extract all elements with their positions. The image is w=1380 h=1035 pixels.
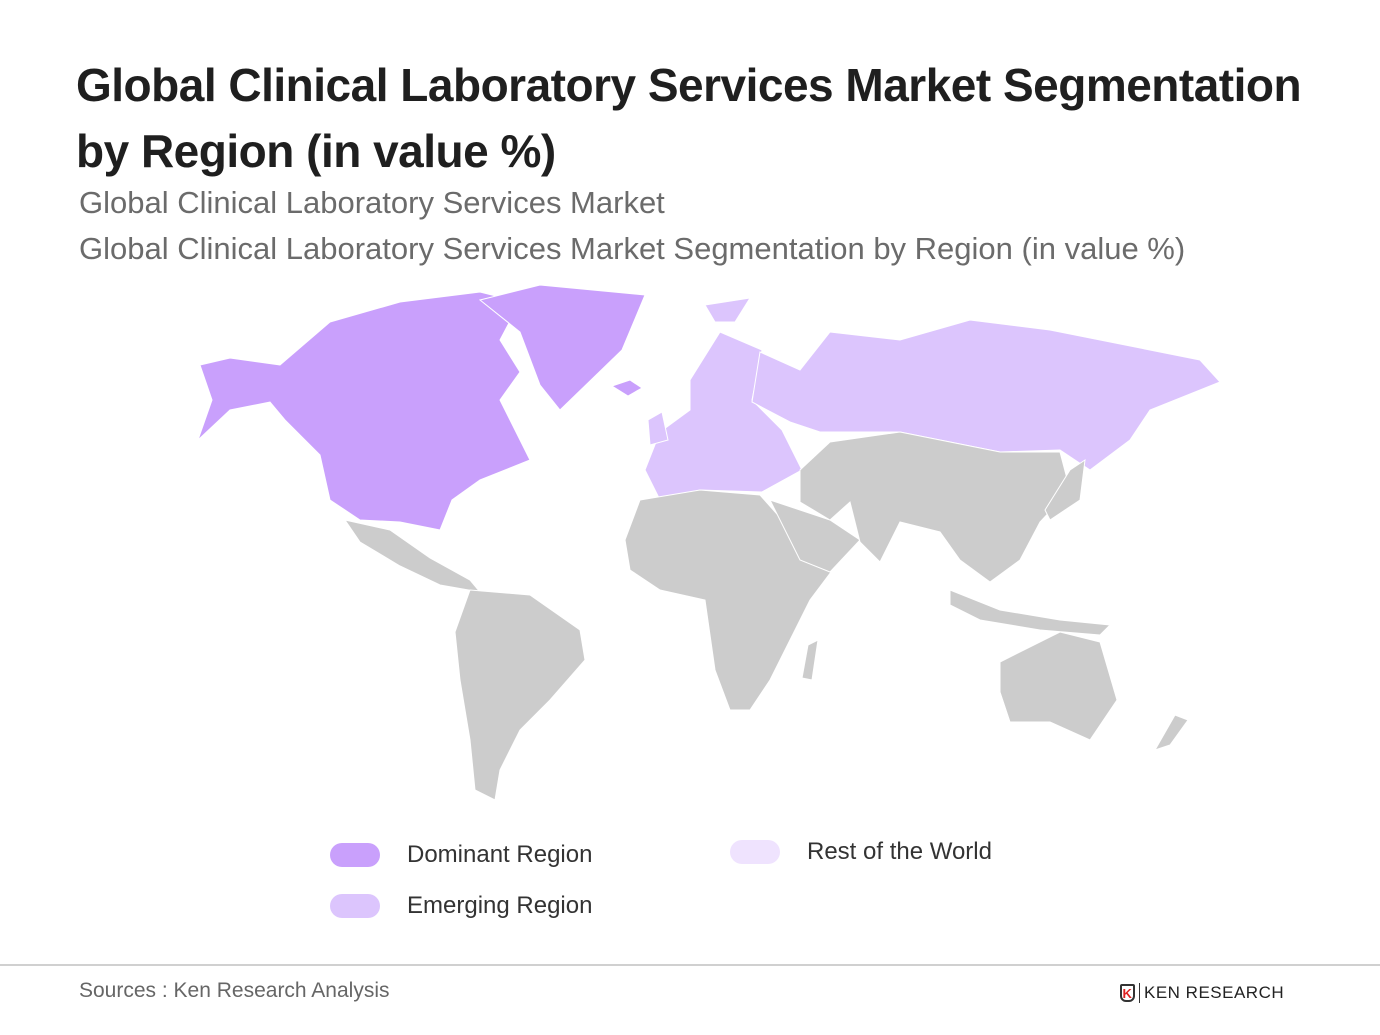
region-indonesia — [949, 589, 1112, 636]
region-svalbard — [704, 297, 752, 323]
region-russia — [751, 319, 1221, 471]
region-new-zealand — [1153, 714, 1189, 751]
region-central-america — [343, 519, 482, 593]
region-australia — [999, 631, 1118, 741]
region-iceland — [610, 379, 643, 397]
legend-label: Rest of the World — [807, 838, 992, 865]
logo-k-icon: K — [1120, 984, 1135, 1002]
region-north-america — [197, 291, 531, 531]
subtitle-market: Global Clinical Laboratory Services Mark… — [79, 185, 665, 220]
legend-swatch-rest — [730, 840, 780, 864]
region-greenland — [478, 284, 646, 411]
legend-label: Dominant Region — [407, 841, 593, 868]
logo-text: KEN RESEARCH — [1139, 983, 1284, 1003]
region-madagascar — [801, 639, 819, 681]
legend-dominant: Dominant Region — [330, 841, 592, 869]
source-note: Sources : Ken Research Analysis — [79, 979, 390, 1002]
ken-research-logo: K KEN RESEARCH — [1120, 983, 1284, 1003]
legend-swatch-dominant — [330, 843, 380, 867]
legend-emerging: Emerging Region — [330, 892, 592, 920]
region-south-america — [454, 589, 586, 801]
chart-title: Global Clinical Laboratory Services Mark… — [76, 59, 1302, 177]
region-middle-east — [769, 499, 861, 573]
region-asia — [799, 431, 1071, 583]
footer-divider — [0, 964, 1380, 966]
region-japan — [1044, 458, 1086, 521]
legend-label: Emerging Region — [407, 892, 593, 919]
region-uk — [647, 411, 669, 446]
world-map — [197, 284, 1221, 801]
subtitle-segmentation: Global Clinical Laboratory Services Mark… — [79, 231, 1186, 266]
legend-swatch-emerging — [330, 894, 380, 918]
legend-rest: Rest of the World — [730, 838, 992, 866]
